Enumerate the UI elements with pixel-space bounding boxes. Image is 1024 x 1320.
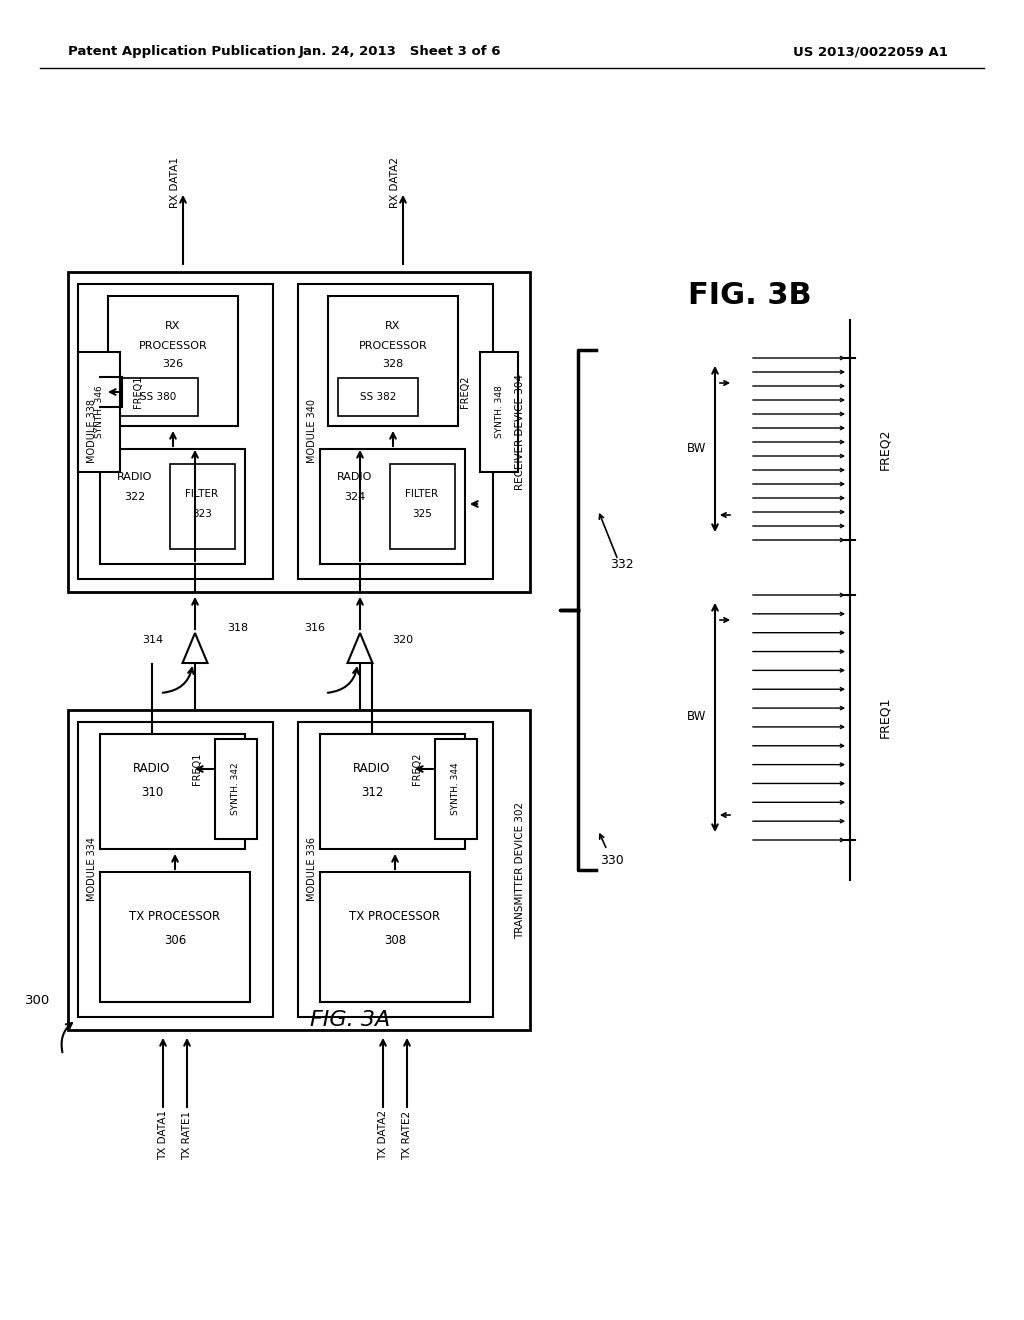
Bar [100, 449, 245, 564]
Text: SYNTH. 348: SYNTH. 348 [495, 385, 504, 438]
Text: BW: BW [687, 710, 707, 723]
Text: 316: 316 [304, 623, 325, 634]
Text: 328: 328 [382, 359, 403, 370]
Text: FREQ2: FREQ2 [412, 752, 422, 785]
Text: RX: RX [385, 321, 400, 331]
Bar [108, 296, 238, 426]
Bar [298, 722, 493, 1016]
Text: 308: 308 [384, 933, 407, 946]
Text: FIG. 3A: FIG. 3A [310, 1010, 390, 1030]
Text: 300: 300 [25, 994, 50, 1006]
Bar [118, 378, 198, 416]
Text: RX DATA2: RX DATA2 [390, 157, 400, 207]
Text: 330: 330 [600, 854, 624, 866]
Text: MODULE 334: MODULE 334 [87, 837, 97, 902]
Text: 318: 318 [227, 623, 248, 634]
Text: MODULE 338: MODULE 338 [87, 399, 97, 463]
Text: SYNTH. 346: SYNTH. 346 [94, 385, 103, 438]
Text: 320: 320 [392, 635, 413, 645]
Text: US 2013/0022059 A1: US 2013/0022059 A1 [793, 45, 947, 58]
Bar [298, 284, 493, 579]
Bar [78, 722, 273, 1016]
Text: FREQ2: FREQ2 [879, 428, 892, 470]
Text: Patent Application Publication: Patent Application Publication [68, 45, 296, 58]
Text: PROCESSOR: PROCESSOR [138, 341, 208, 351]
Text: RADIO: RADIO [353, 763, 391, 776]
Text: FILTER: FILTER [406, 488, 438, 499]
Text: 312: 312 [360, 785, 383, 799]
Bar [435, 739, 477, 840]
Text: SS 382: SS 382 [359, 392, 396, 403]
Bar [100, 873, 250, 1002]
Text: PROCESSOR: PROCESSOR [358, 341, 427, 351]
Text: 322: 322 [124, 492, 145, 502]
Text: TX DATA2: TX DATA2 [378, 1110, 388, 1160]
Text: 310: 310 [141, 785, 163, 799]
Bar [480, 352, 518, 473]
Bar [390, 465, 455, 549]
Text: FREQ1: FREQ1 [133, 376, 143, 408]
Bar [328, 296, 458, 426]
Text: FILTER: FILTER [185, 488, 218, 499]
Text: Jan. 24, 2013   Sheet 3 of 6: Jan. 24, 2013 Sheet 3 of 6 [299, 45, 502, 58]
Text: TX PROCESSOR: TX PROCESSOR [129, 911, 220, 924]
Bar [319, 734, 465, 849]
Text: RADIO: RADIO [337, 473, 373, 482]
Text: FREQ1: FREQ1 [879, 696, 892, 738]
Bar [215, 739, 257, 840]
Bar [170, 465, 234, 549]
Bar [78, 352, 120, 473]
Text: TRANSMITTER DEVICE 302: TRANSMITTER DEVICE 302 [515, 801, 525, 939]
Text: RADIO: RADIO [118, 473, 153, 482]
Text: RADIO: RADIO [133, 763, 171, 776]
Bar [338, 378, 418, 416]
Text: 314: 314 [142, 635, 163, 645]
Bar [68, 710, 530, 1030]
Text: SYNTH. 344: SYNTH. 344 [452, 763, 461, 816]
Text: 325: 325 [412, 510, 432, 519]
Text: MODULE 336: MODULE 336 [307, 837, 317, 902]
Text: SS 380: SS 380 [140, 392, 176, 403]
Text: TX PROCESSOR: TX PROCESSOR [349, 911, 440, 924]
Text: RX DATA1: RX DATA1 [170, 157, 180, 207]
Text: 324: 324 [344, 492, 366, 502]
Text: SYNTH. 342: SYNTH. 342 [231, 763, 241, 816]
Bar [319, 449, 465, 564]
Text: 332: 332 [610, 558, 634, 572]
Text: TX RATE1: TX RATE1 [182, 1110, 193, 1159]
Text: 326: 326 [163, 359, 183, 370]
Text: 323: 323 [193, 510, 212, 519]
Text: 306: 306 [164, 933, 186, 946]
Bar [319, 873, 470, 1002]
Bar [100, 734, 245, 849]
Text: RX: RX [165, 321, 180, 331]
Text: TX RATE2: TX RATE2 [402, 1110, 412, 1159]
Bar [68, 272, 530, 591]
Text: TX DATA1: TX DATA1 [158, 1110, 168, 1160]
Text: RECEIVER DEVICE 304: RECEIVER DEVICE 304 [515, 374, 525, 490]
Text: FREQ2: FREQ2 [460, 376, 470, 408]
Bar [78, 284, 273, 579]
Text: BW: BW [687, 442, 707, 455]
Text: MODULE 340: MODULE 340 [307, 399, 317, 463]
Text: FREQ1: FREQ1 [193, 752, 202, 785]
Text: FIG. 3B: FIG. 3B [688, 281, 812, 309]
